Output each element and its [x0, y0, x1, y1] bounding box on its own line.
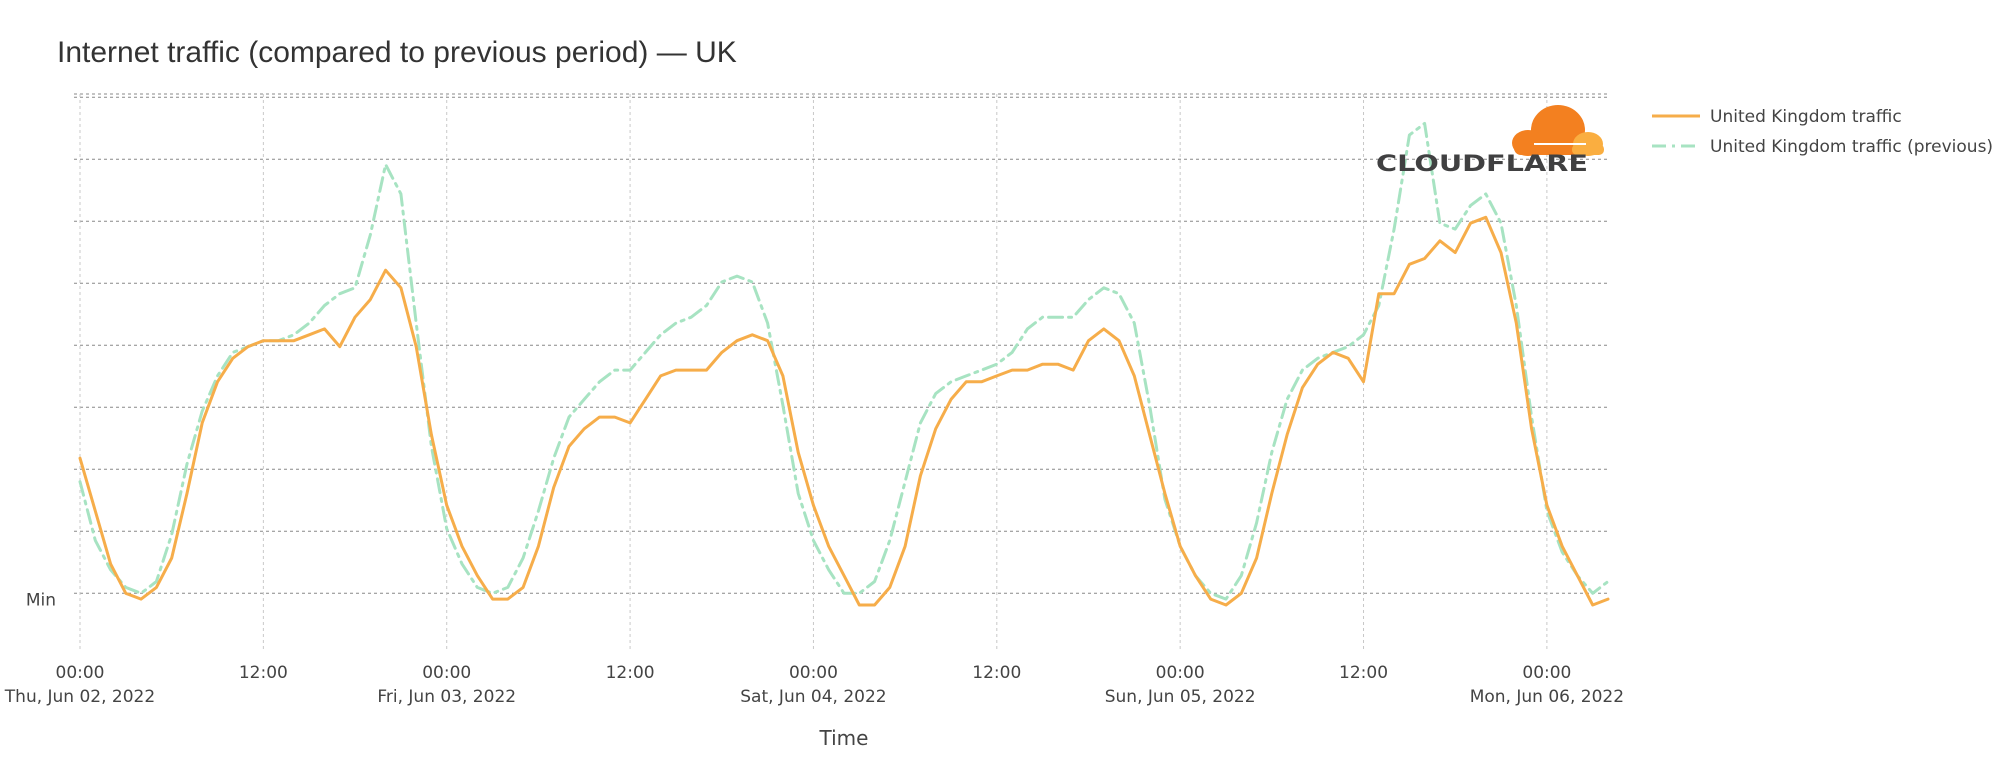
x-tick-label: 12:00 [972, 663, 1021, 683]
x-axis-title: Time [819, 726, 869, 750]
x-tick-label: 00:00 [56, 663, 105, 683]
series-line-uk-traffic-previous [78, 121, 1610, 601]
x-tick-sublabel: Fri, Jun 03, 2022 [377, 687, 516, 707]
grid-layer [74, 93, 1608, 652]
x-tick-label: 00:00 [422, 663, 471, 683]
x-tick-label: 12:00 [239, 663, 288, 683]
x-tick-sublabel: Thu, Jun 02, 2022 [4, 687, 155, 707]
y-tick-label: Min [26, 590, 56, 610]
legend-label: United Kingdom traffic [1710, 107, 1902, 127]
axis-layer: 00:00 Thu, Jun 02, 2022 12:00 00:00 Fri, Jun… [4, 590, 1624, 750]
series-layer [78, 121, 1610, 607]
legend-label: United Kingdom traffic (previous) [1710, 137, 1993, 157]
logo-wordmark: CLOUDFLARE [1376, 152, 1588, 177]
chart-title: Internet traffic (compared to previous p… [57, 36, 737, 69]
x-tick-sublabel: Mon, Jun 06, 2022 [1470, 687, 1624, 707]
x-tick-label: 00:00 [789, 663, 838, 683]
series-line-uk-traffic [78, 215, 1610, 607]
logo-cloud-base-right [1572, 144, 1604, 155]
x-tick-sublabel: Sun, Jun 05, 2022 [1105, 687, 1256, 707]
x-tick-sublabel: Sat, Jun 04, 2022 [740, 687, 886, 707]
legend: United Kingdom traffic United Kingdom tra… [1652, 107, 1993, 157]
x-tick-label: 12:00 [1339, 663, 1388, 683]
cloudflare-logo: CLOUDFLARE [1376, 105, 1604, 177]
logo-cloud-streak [1534, 143, 1586, 145]
x-tick-label: 12:00 [606, 663, 655, 683]
x-tick-label: 00:00 [1522, 663, 1571, 683]
x-tick-label: 00:00 [1156, 663, 1205, 683]
